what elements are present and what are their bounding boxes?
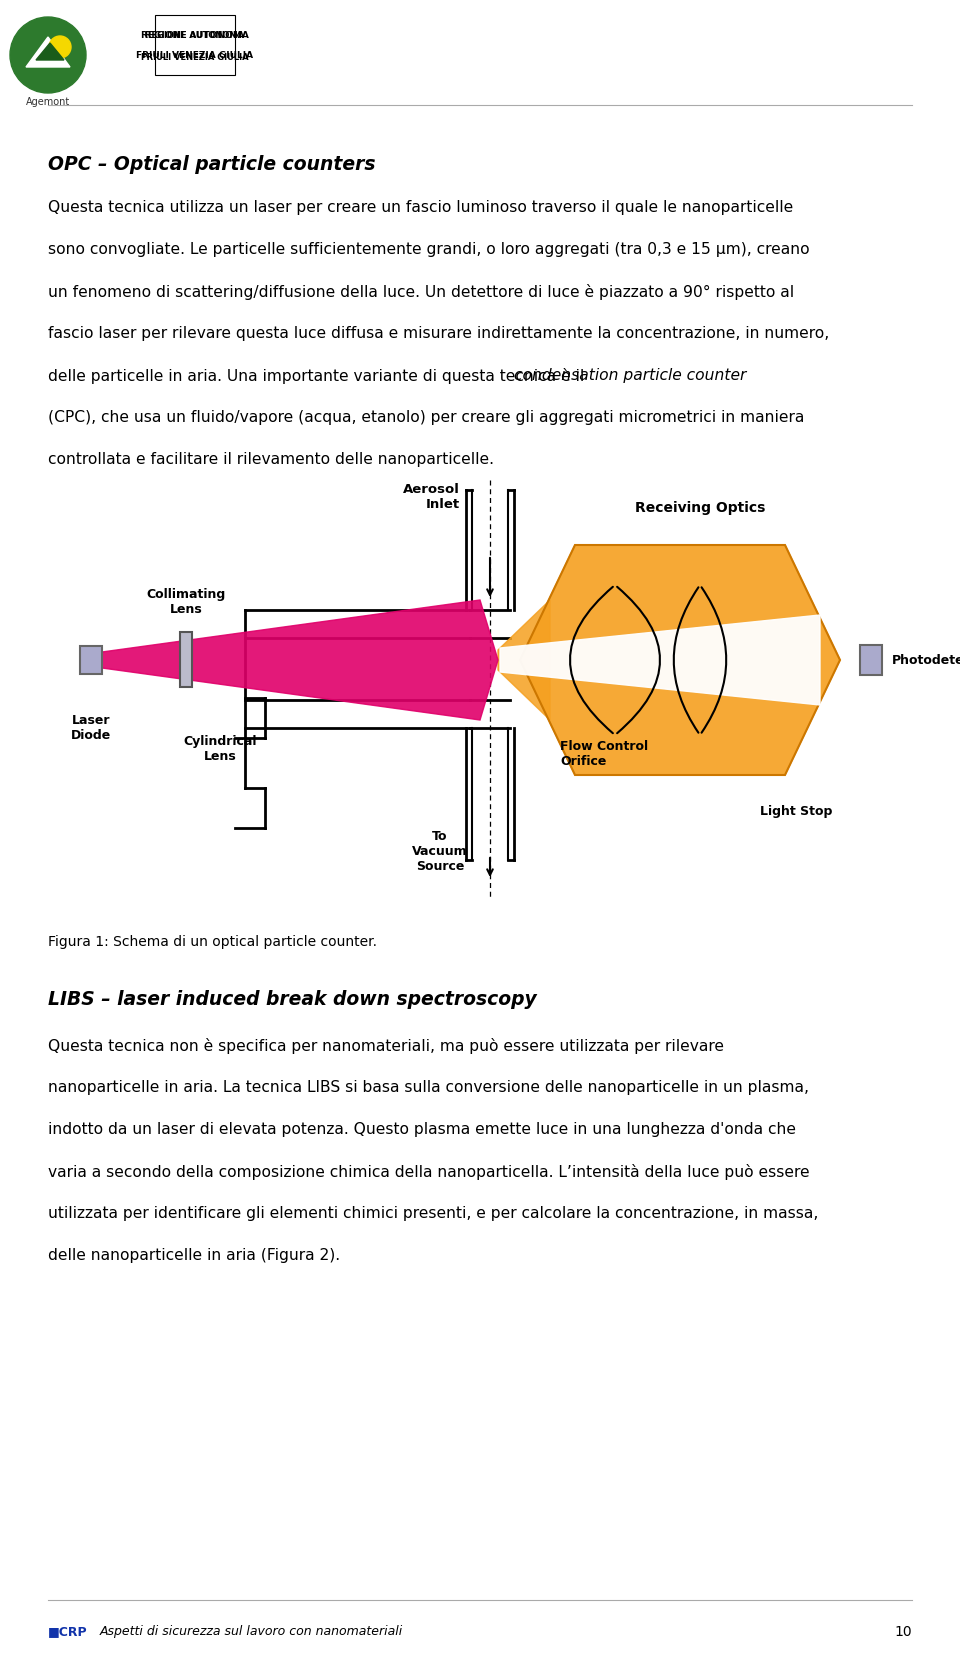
Text: ■CRP: ■CRP: [48, 1625, 87, 1638]
Text: Photodetector: Photodetector: [892, 653, 960, 666]
Text: delle nanoparticelle in aria (Figura 2).: delle nanoparticelle in aria (Figura 2).: [48, 1248, 340, 1263]
Text: Aspetti di sicurezza sul lavoro con nanomateriali: Aspetti di sicurezza sul lavoro con nano…: [100, 1625, 403, 1638]
Text: Receiving Optics: Receiving Optics: [635, 501, 765, 516]
Text: varia a secondo della composizione chimica della nanoparticella. L’intensità del: varia a secondo della composizione chimi…: [48, 1164, 809, 1180]
Text: 10: 10: [895, 1625, 912, 1640]
Text: Flow Control
Orifice: Flow Control Orifice: [560, 741, 648, 769]
Text: nanoparticelle in aria. La tecnica LIBS si basa sulla conversione delle nanopart: nanoparticelle in aria. La tecnica LIBS …: [48, 1079, 809, 1094]
Text: FRIULI VENEZIA GIULIA: FRIULI VENEZIA GIULIA: [141, 53, 249, 61]
Text: REGIONE AUTONOMA: REGIONE AUTONOMA: [141, 30, 249, 40]
Bar: [180, 631, 192, 688]
Text: condensation particle counter: condensation particle counter: [514, 369, 747, 383]
Text: Cylindrical
Lens: Cylindrical Lens: [183, 736, 256, 764]
Text: Agemont: Agemont: [26, 98, 70, 107]
Text: sono convogliate. Le particelle sufficientemente grandi, o loro aggregati (tra 0: sono convogliate. Le particelle sufficie…: [48, 241, 809, 256]
Polygon shape: [26, 36, 70, 68]
Text: fascio laser per rilevare questa luce diffusa e misurare indirettamente la conce: fascio laser per rilevare questa luce di…: [48, 326, 829, 341]
Polygon shape: [102, 600, 498, 721]
Text: Light Stop: Light Stop: [760, 805, 832, 818]
Text: OPC – Optical particle counters: OPC – Optical particle counters: [48, 155, 375, 174]
Bar: [155, 15, 235, 74]
Text: controllata e facilitare il rilevamento delle nanoparticelle.: controllata e facilitare il rilevamento …: [48, 451, 494, 468]
Text: indotto da un laser di elevata potenza. Questo plasma emette luce in una lunghez: indotto da un laser di elevata potenza. …: [48, 1122, 796, 1137]
Text: utilizzata per identificare gli elementi chimici presenti, e per calcolare la co: utilizzata per identificare gli elementi…: [48, 1207, 818, 1222]
Bar: [860, 645, 882, 674]
Polygon shape: [36, 43, 64, 60]
Text: un fenomeno di scattering/diffusione della luce. Un detettore di luce è piazzato: un fenomeno di scattering/diffusione del…: [48, 284, 794, 299]
Polygon shape: [520, 545, 840, 775]
Text: Collimating
Lens: Collimating Lens: [146, 588, 226, 617]
Text: Questa tecnica utilizza un laser per creare un fascio luminoso traverso il quale: Questa tecnica utilizza un laser per cre…: [48, 200, 793, 215]
Text: To
Vacuum
Source: To Vacuum Source: [412, 830, 468, 873]
Text: Aerosol
Inlet: Aerosol Inlet: [403, 483, 460, 511]
Polygon shape: [498, 600, 550, 721]
Text: delle particelle in aria. Una importante variante di questa tecnica è il: delle particelle in aria. Una importante…: [48, 369, 589, 383]
Text: REGIONE AUTONOMA: REGIONE AUTONOMA: [145, 30, 245, 40]
Polygon shape: [500, 615, 820, 704]
Text: FRIULI VENEZIA GIULIA: FRIULI VENEZIA GIULIA: [136, 51, 253, 60]
Text: LIBS – laser induced break down spectroscopy: LIBS – laser induced break down spectros…: [48, 990, 537, 1008]
Circle shape: [49, 36, 71, 58]
Text: Laser
Diode: Laser Diode: [71, 714, 111, 742]
Circle shape: [10, 17, 86, 93]
Bar: [80, 646, 102, 674]
Text: Figura 1: Schema di un optical particle counter.: Figura 1: Schema di un optical particle …: [48, 936, 377, 949]
Text: (CPC), che usa un fluido/vapore (acqua, etanolo) per creare gli aggregati microm: (CPC), che usa un fluido/vapore (acqua, …: [48, 410, 804, 425]
Text: Questa tecnica non è specifica per nanomateriali, ma può essere utilizzata per r: Questa tecnica non è specifica per nanom…: [48, 1038, 724, 1055]
